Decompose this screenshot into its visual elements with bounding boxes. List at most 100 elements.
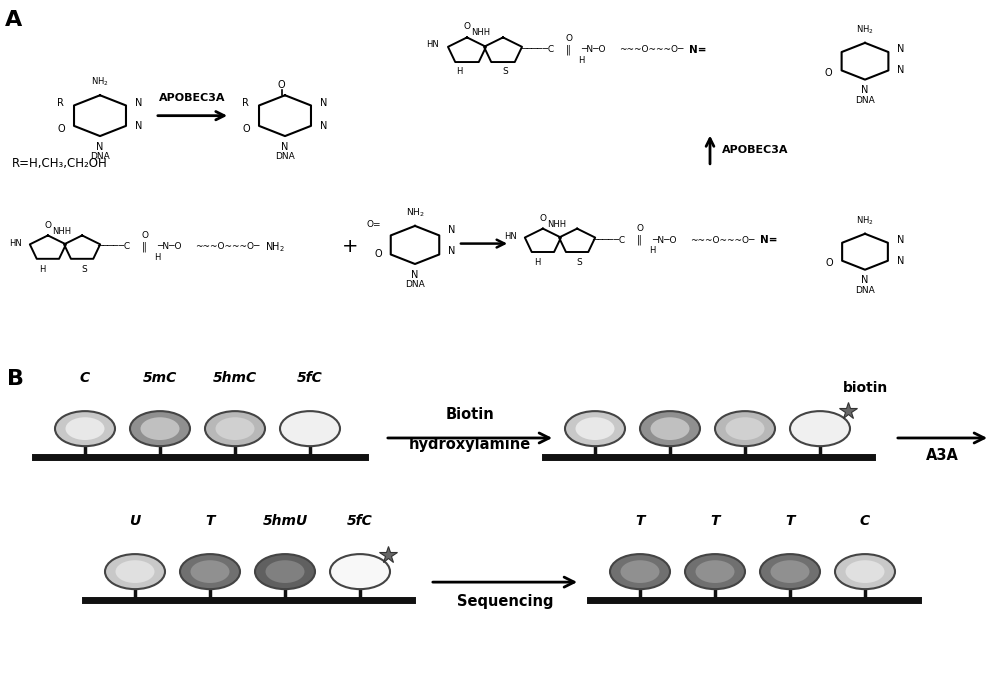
Text: NH$_2$: NH$_2$ [856, 214, 874, 227]
Text: DNA: DNA [90, 152, 110, 161]
Text: O: O [57, 123, 65, 134]
Text: O: O [44, 221, 51, 230]
Circle shape [835, 554, 895, 589]
Circle shape [105, 554, 165, 589]
Text: R: R [57, 98, 64, 107]
Text: S: S [81, 265, 87, 274]
Text: ─N─O: ─N─O [652, 236, 677, 245]
Text: H: H [39, 265, 45, 274]
Circle shape [696, 560, 734, 583]
Text: N: N [96, 141, 104, 152]
Text: N: N [861, 85, 869, 95]
Text: ‖: ‖ [637, 235, 642, 245]
Text: ~~~O~~~O─: ~~~O~~~O─ [690, 236, 754, 245]
Text: H: H [456, 67, 462, 76]
Text: DNA: DNA [855, 96, 875, 105]
Text: ~~~O~~~O─: ~~~O~~~O─ [195, 243, 259, 252]
Circle shape [726, 417, 765, 440]
Circle shape [255, 554, 315, 589]
Circle shape [770, 560, 810, 583]
Text: O: O [374, 249, 382, 259]
Text: NH$_2$: NH$_2$ [856, 24, 874, 36]
Text: +: + [342, 238, 358, 256]
Text: ─N─O: ─N─O [581, 45, 605, 54]
Text: ─N─O: ─N─O [157, 243, 182, 252]
Text: C: C [80, 371, 90, 385]
Text: Sequencing: Sequencing [457, 594, 553, 608]
Circle shape [116, 560, 154, 583]
Text: R=H,CH₃,CH₂OH: R=H,CH₃,CH₂OH [12, 157, 108, 170]
Text: biotin: biotin [843, 380, 889, 395]
Circle shape [715, 411, 775, 446]
Text: N: N [897, 65, 905, 76]
Text: 5fC: 5fC [297, 371, 323, 385]
Circle shape [565, 411, 625, 446]
Text: O: O [464, 22, 471, 31]
Text: S: S [502, 67, 508, 76]
Text: T: T [710, 514, 720, 528]
Text: O: O [825, 68, 833, 78]
Text: 5mC: 5mC [143, 371, 177, 385]
Text: ─────C: ─────C [521, 45, 554, 54]
Circle shape [576, 417, 614, 440]
Text: N: N [135, 98, 142, 107]
Text: HN: HN [426, 40, 439, 49]
Text: ~~~O~~~O─: ~~~O~~~O─ [619, 45, 683, 54]
Text: B: B [7, 369, 24, 389]
Circle shape [610, 554, 670, 589]
Text: H: H [578, 56, 584, 65]
Circle shape [790, 411, 850, 446]
Text: NH$_2$: NH$_2$ [406, 207, 424, 219]
Text: O=: O= [366, 220, 381, 229]
Text: O: O [539, 214, 546, 223]
Circle shape [266, 560, 304, 583]
Text: N=: N= [689, 44, 706, 55]
Text: ─────C: ─────C [592, 236, 625, 245]
Text: O: O [566, 34, 572, 43]
Text: N: N [135, 121, 142, 131]
Text: N: N [897, 44, 905, 54]
Text: H: H [534, 258, 540, 267]
Text: ─────C: ─────C [97, 243, 130, 252]
Circle shape [685, 554, 745, 589]
Text: DNA: DNA [855, 286, 875, 295]
Text: NHH: NHH [52, 227, 71, 236]
Text: hydroxylamine: hydroxylamine [409, 437, 531, 453]
Text: N: N [281, 141, 289, 152]
Text: N: N [320, 121, 327, 131]
Text: DNA: DNA [275, 152, 295, 161]
Circle shape [330, 554, 390, 589]
Text: O: O [142, 231, 149, 240]
Text: HN: HN [9, 239, 22, 248]
Text: S: S [576, 258, 582, 267]
Text: 5hmC: 5hmC [213, 371, 257, 385]
Text: NH$_2$: NH$_2$ [91, 76, 109, 89]
Text: N: N [411, 270, 419, 280]
Circle shape [180, 554, 240, 589]
Text: A: A [5, 10, 22, 30]
Text: ‖: ‖ [566, 44, 570, 55]
Text: O: O [277, 80, 285, 90]
Text: T: T [785, 514, 795, 528]
Text: T: T [635, 514, 645, 528]
Text: NH$_2$: NH$_2$ [265, 240, 285, 254]
Text: N: N [448, 247, 456, 256]
Text: DNA: DNA [405, 281, 425, 289]
Circle shape [760, 554, 820, 589]
Text: H: H [154, 253, 160, 262]
Text: A3A: A3A [926, 448, 958, 463]
Text: 5hmU: 5hmU [262, 514, 308, 528]
Text: O: O [242, 123, 250, 134]
Circle shape [55, 411, 115, 446]
Text: H: H [649, 246, 655, 255]
Circle shape [66, 417, 104, 440]
Circle shape [130, 411, 190, 446]
Text: C: C [860, 514, 870, 528]
Text: N: N [897, 256, 904, 265]
Circle shape [650, 417, 690, 440]
Text: T: T [205, 514, 215, 528]
Text: APOBEC3A: APOBEC3A [159, 94, 226, 103]
Text: N: N [320, 98, 327, 107]
Circle shape [620, 560, 660, 583]
Text: N: N [897, 235, 904, 245]
